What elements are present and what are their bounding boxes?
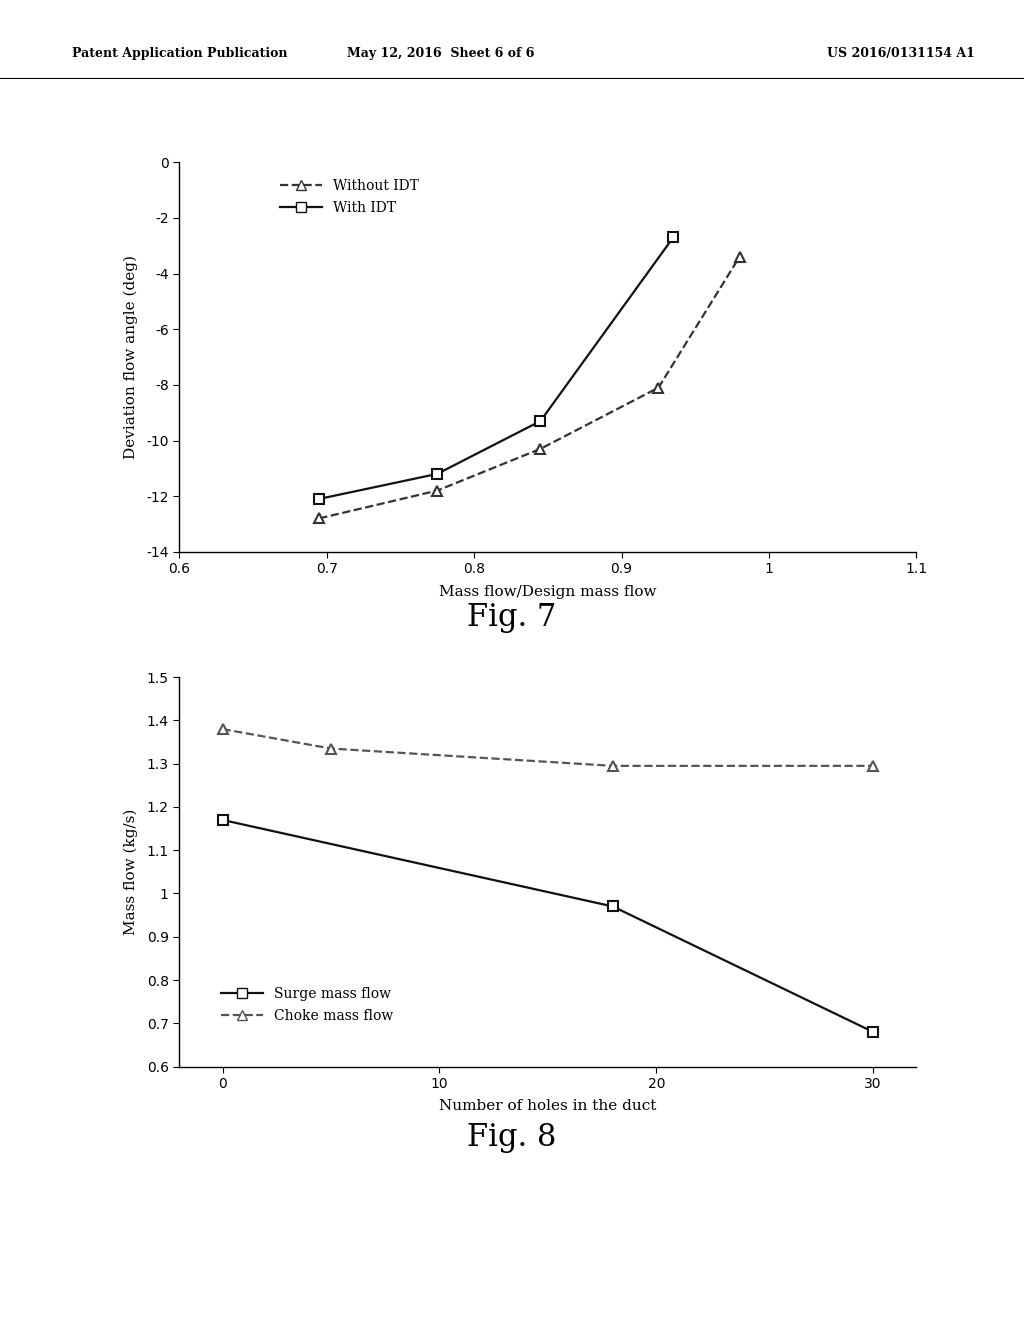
Y-axis label: Deviation flow angle (deg): Deviation flow angle (deg) <box>124 255 138 459</box>
Surge mass flow <box>867 1024 880 1040</box>
X-axis label: Mass flow/Design mass flow: Mass flow/Design mass flow <box>439 585 656 598</box>
Line: Surge mass flow: Surge mass flow <box>218 814 878 1036</box>
Text: May 12, 2016  Sheet 6 of 6: May 12, 2016 Sheet 6 of 6 <box>347 48 534 61</box>
X-axis label: Number of holes in the duct: Number of holes in the duct <box>439 1100 656 1113</box>
Text: Fig. 8: Fig. 8 <box>467 1122 557 1154</box>
Choke mass flow <box>607 758 620 774</box>
Without IDT <box>652 380 665 396</box>
Without IDT <box>313 511 326 527</box>
Line: With IDT: With IDT <box>314 232 678 504</box>
Surge mass flow <box>216 812 228 828</box>
Text: Patent Application Publication: Patent Application Publication <box>72 48 287 61</box>
Without IDT <box>733 249 745 265</box>
Choke mass flow <box>325 741 337 756</box>
With IDT <box>313 491 326 507</box>
Legend: Without IDT, With IDT: Without IDT, With IDT <box>274 173 424 220</box>
Text: US 2016/0131154 A1: US 2016/0131154 A1 <box>827 48 975 61</box>
Choke mass flow <box>867 758 880 774</box>
Line: Without IDT: Without IDT <box>314 252 744 523</box>
With IDT <box>535 413 547 429</box>
With IDT <box>667 230 679 246</box>
Line: Choke mass flow: Choke mass flow <box>218 725 878 771</box>
Surge mass flow <box>607 899 620 915</box>
Legend: Surge mass flow, Choke mass flow: Surge mass flow, Choke mass flow <box>216 981 398 1028</box>
Choke mass flow <box>216 721 228 737</box>
With IDT <box>431 466 443 482</box>
Text: Fig. 7: Fig. 7 <box>467 602 557 634</box>
Y-axis label: Mass flow (kg/s): Mass flow (kg/s) <box>124 809 138 935</box>
Without IDT <box>431 483 443 499</box>
Without IDT <box>535 441 547 457</box>
